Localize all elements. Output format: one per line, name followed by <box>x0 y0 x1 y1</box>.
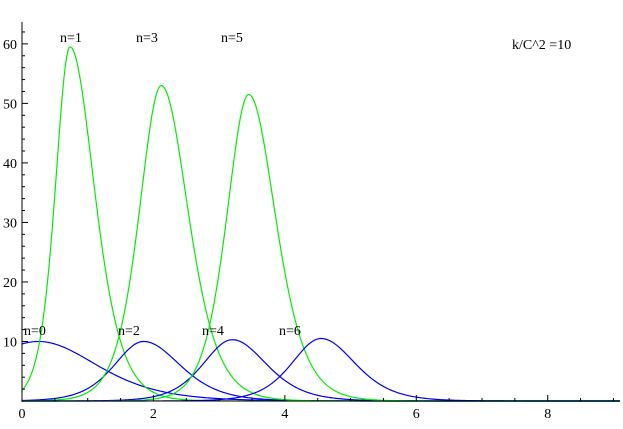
x-tick-label: 0 <box>19 407 26 422</box>
curve-labels: n=0 n=1 n=2 n=3 n=4 n=5 n=6 <box>24 31 301 339</box>
series-curves <box>21 46 620 402</box>
axis-ticks: 0 2 4 6 8 10 20 30 40 50 60 <box>3 31 614 422</box>
y-tick-label: 20 <box>3 276 17 291</box>
y-tick-label: 60 <box>3 38 17 53</box>
x-tick-label: 2 <box>150 407 157 422</box>
series-line-n6 <box>22 337 620 402</box>
y-tick-label: 50 <box>3 97 17 112</box>
y-tick-label: 10 <box>3 335 17 350</box>
series-line-n3 <box>21 84 620 402</box>
axes <box>21 22 620 402</box>
x-tick-label: 8 <box>544 407 551 422</box>
curve-label-n0: n=0 <box>24 324 46 339</box>
curve-label-n4: n=4 <box>202 324 224 339</box>
y-tick-label: 30 <box>3 216 17 231</box>
x-tick-label: 6 <box>413 407 420 422</box>
curve-label-n1: n=1 <box>60 31 82 46</box>
curve-label-n5: n=5 <box>221 31 243 46</box>
y-tick-label: 40 <box>3 157 17 172</box>
annotation-label: k/C^2 =10 <box>512 38 571 53</box>
series-line-n0 <box>21 340 620 402</box>
series-line-n4 <box>22 339 620 402</box>
series-line-n5 <box>22 93 620 402</box>
x-tick-label: 4 <box>281 407 288 422</box>
curve-label-n3: n=3 <box>136 31 158 46</box>
series-line-n2 <box>21 340 620 402</box>
series-line-n1 <box>21 46 620 402</box>
curve-label-n2: n=2 <box>118 324 140 339</box>
curve-label-n6: n=6 <box>279 324 301 339</box>
